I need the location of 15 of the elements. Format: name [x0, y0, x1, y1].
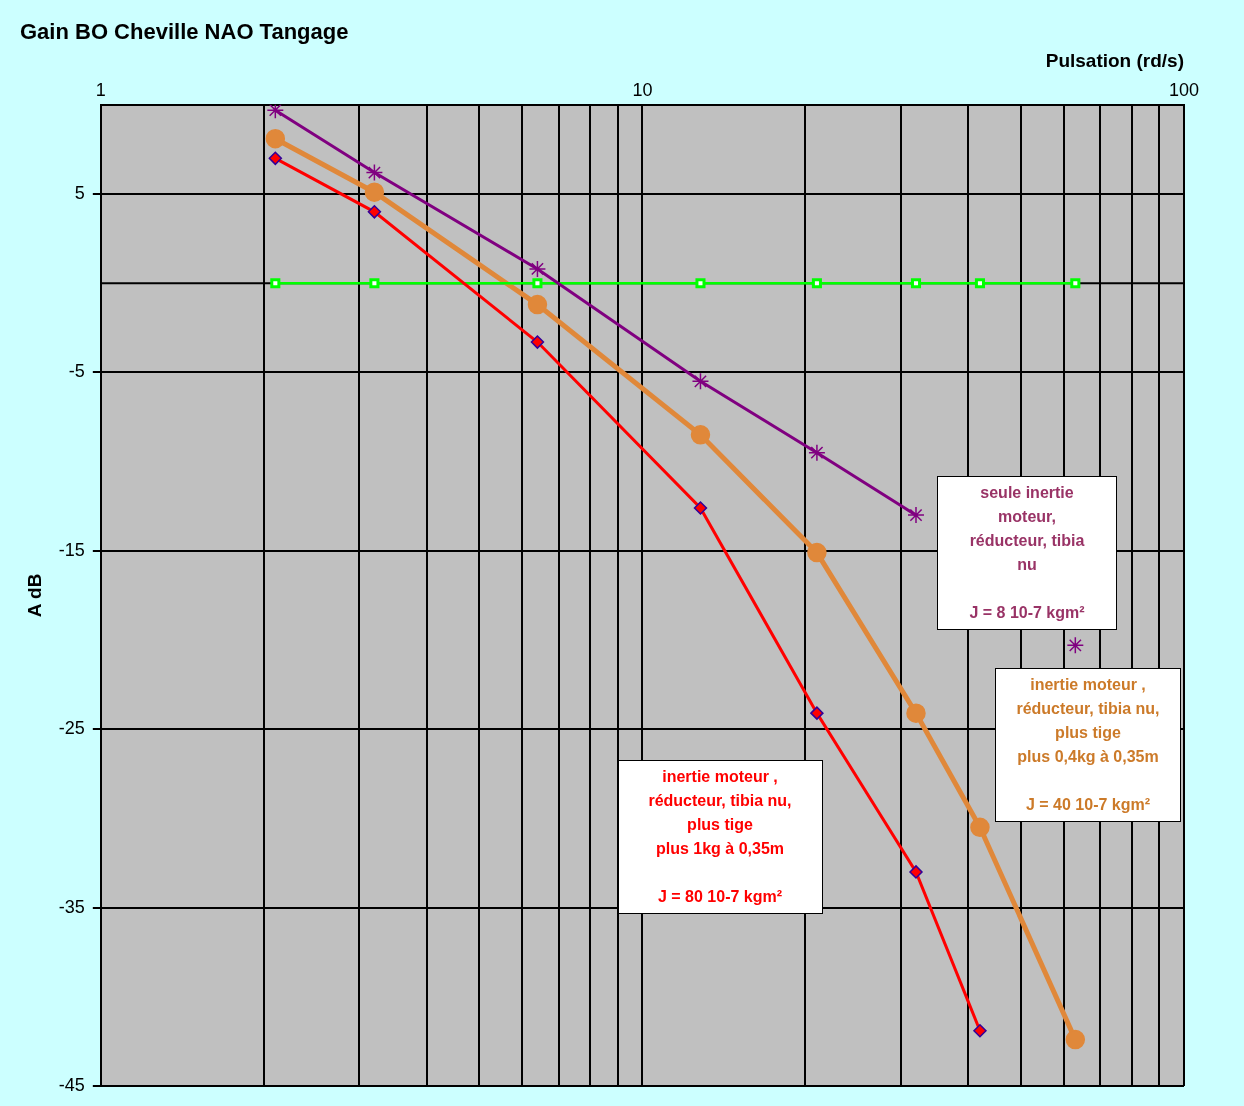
note-box: inertie moteur , réducteur, tibia nu, plus tige plus 0,4kg à 0,35m J = 40 10-7 kgm²	[995, 668, 1181, 822]
x-tick-label: 10	[632, 79, 653, 100]
y-tick-label: -5	[68, 361, 85, 382]
note-box: seule inertie moteur, réducteur, tibia nu J = 8 10-7 kgm²	[937, 476, 1117, 630]
y-tick-label: -15	[58, 539, 85, 560]
y-tick-label: -25	[58, 718, 85, 739]
x-tick-label: 1	[95, 79, 106, 100]
y-tick-label: 5	[74, 182, 85, 203]
note-box: inertie moteur , réducteur, tibia nu, plus tige plus 1kg à 0,35m J = 80 10-7 kgm²	[617, 760, 823, 914]
chart-title: Gain BO Cheville NAO Tangage	[20, 19, 349, 45]
x-axis-title: Pulsation (rd/s)	[1045, 50, 1184, 72]
y-axis-title: A dB	[23, 573, 45, 618]
y-tick-label: -45	[58, 1074, 85, 1095]
y-tick-label: -35	[58, 896, 85, 917]
x-tick-label: 100	[1168, 79, 1200, 100]
